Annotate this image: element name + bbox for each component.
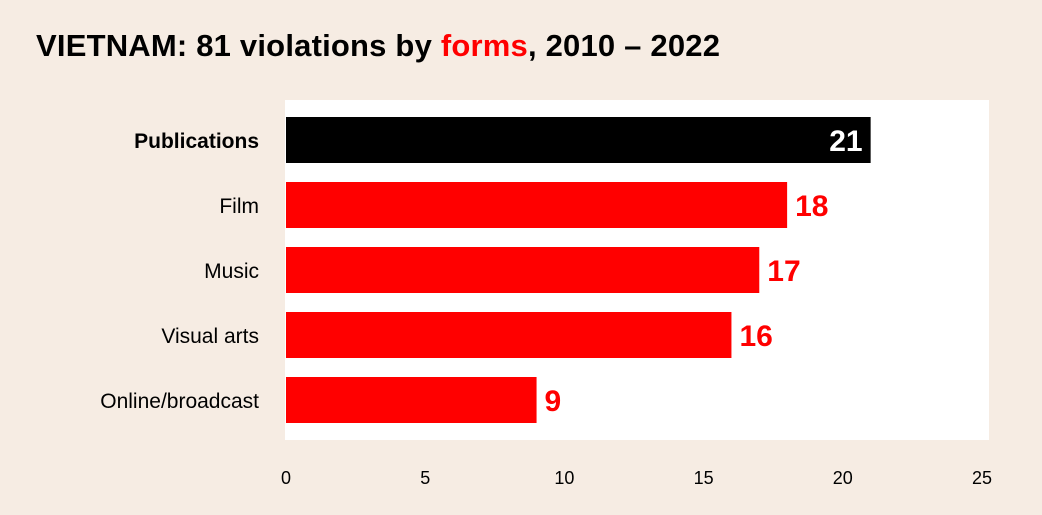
x-tick-label: 10 [554, 468, 574, 488]
title-suffix: , 2010 – 2022 [527, 28, 721, 63]
bar [286, 377, 537, 423]
chart-title: VIETNAM: 81 violations by forms, 2010 – … [36, 28, 720, 64]
category-label: Music [204, 260, 259, 283]
x-tick-label: 15 [694, 468, 714, 488]
title-prefix: VIETNAM: 81 violations by [36, 28, 441, 63]
category-label: Online/broadcast [100, 390, 259, 413]
category-label: Visual arts [161, 325, 259, 348]
x-tick-label: 25 [972, 468, 992, 488]
bar [286, 117, 871, 163]
x-tick-label: 20 [833, 468, 853, 488]
data-label: 18 [795, 190, 828, 223]
x-tick-label: 0 [281, 468, 291, 488]
data-label: 9 [545, 385, 562, 418]
bar [286, 312, 732, 358]
x-tick-label: 5 [420, 468, 430, 488]
category-label: Film [219, 195, 259, 218]
data-label: 21 [829, 125, 862, 158]
data-label: 16 [739, 320, 772, 353]
title-highlight: forms [440, 28, 528, 63]
category-label: Publications [134, 130, 259, 153]
bar [286, 247, 760, 293]
data-label: 17 [767, 255, 800, 288]
bar [286, 182, 788, 228]
